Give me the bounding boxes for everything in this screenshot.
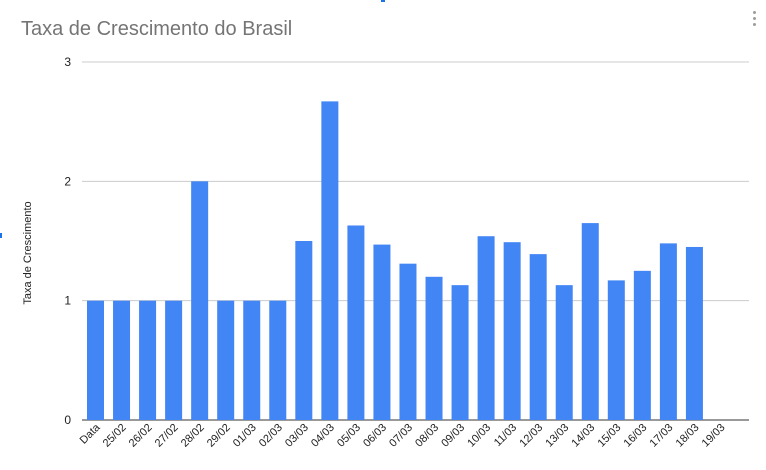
x-tick-labels: Data25/0226/0227/0228/0229/0201/0302/030… — [78, 421, 728, 450]
x-tick-label: 11/03 — [492, 422, 519, 449]
x-tick-label: 04/03 — [309, 422, 337, 450]
bar[interactable] — [139, 300, 157, 420]
x-tick-label: 13/03 — [543, 422, 571, 450]
x-tick-label: 26/02 — [127, 422, 155, 450]
bar[interactable] — [373, 244, 391, 420]
x-tick-label: 25/02 — [101, 422, 129, 450]
bar[interactable] — [321, 101, 339, 420]
bar[interactable] — [555, 285, 573, 420]
bars — [87, 101, 703, 420]
x-tick-label: 12/03 — [517, 422, 545, 450]
y-axis-label: Taxa de Crescimento — [22, 201, 34, 304]
x-tick-label: 28/02 — [179, 422, 207, 450]
x-tick-label: 27/02 — [153, 422, 181, 450]
bar[interactable] — [399, 263, 417, 420]
bar[interactable] — [685, 246, 703, 420]
bar[interactable] — [217, 300, 235, 420]
bar[interactable] — [425, 276, 443, 420]
x-tick-label: 14/03 — [569, 422, 597, 450]
x-tick-label: 01/03 — [231, 422, 259, 450]
x-tick-label: 15/03 — [595, 422, 623, 450]
y-tick-label: 1 — [64, 294, 71, 308]
bar[interactable] — [659, 243, 677, 420]
x-tick-label: 03/03 — [283, 422, 311, 450]
bar[interactable] — [451, 285, 469, 420]
x-tick-label: 05/03 — [335, 422, 363, 450]
x-tick-label: 17/03 — [648, 422, 676, 450]
x-tick-label: 16/03 — [622, 422, 650, 450]
bar[interactable] — [347, 225, 365, 420]
bar[interactable] — [295, 241, 313, 420]
bar[interactable] — [113, 300, 131, 420]
x-tick-label: 06/03 — [361, 422, 389, 450]
bar[interactable] — [269, 300, 287, 420]
x-tick-label: 07/03 — [387, 422, 415, 450]
x-tick-label: 29/02 — [205, 422, 233, 450]
y-tick-label: 2 — [64, 174, 71, 188]
selection-handle — [381, 0, 385, 2]
y-tick-label: 0 — [64, 413, 71, 427]
selection-handle — [0, 233, 2, 238]
chart-title: Taxa de Crescimento do Brasil — [21, 18, 293, 40]
y-tick-label: 3 — [64, 55, 71, 69]
bar[interactable] — [477, 236, 495, 420]
bar[interactable] — [191, 181, 209, 420]
bar[interactable] — [503, 242, 521, 420]
x-tick-label: 10/03 — [465, 422, 493, 450]
y-tick-labels: 0 1 2 3 — [64, 55, 71, 427]
more-vert-icon[interactable] — [748, 8, 762, 30]
x-tick-label: Data — [78, 421, 104, 447]
bar[interactable] — [581, 223, 599, 420]
bar[interactable] — [529, 254, 547, 420]
x-tick-label: 02/03 — [257, 422, 285, 450]
bar[interactable] — [633, 270, 651, 420]
bar[interactable] — [87, 300, 104, 420]
bar[interactable] — [165, 300, 183, 420]
x-tick-label: 08/03 — [413, 422, 441, 450]
x-tick-label: 18/03 — [674, 422, 702, 450]
bar[interactable] — [243, 300, 261, 420]
x-tick-label: 09/03 — [439, 422, 467, 450]
x-tick-label: 19/03 — [700, 422, 728, 450]
bar[interactable] — [607, 280, 625, 420]
